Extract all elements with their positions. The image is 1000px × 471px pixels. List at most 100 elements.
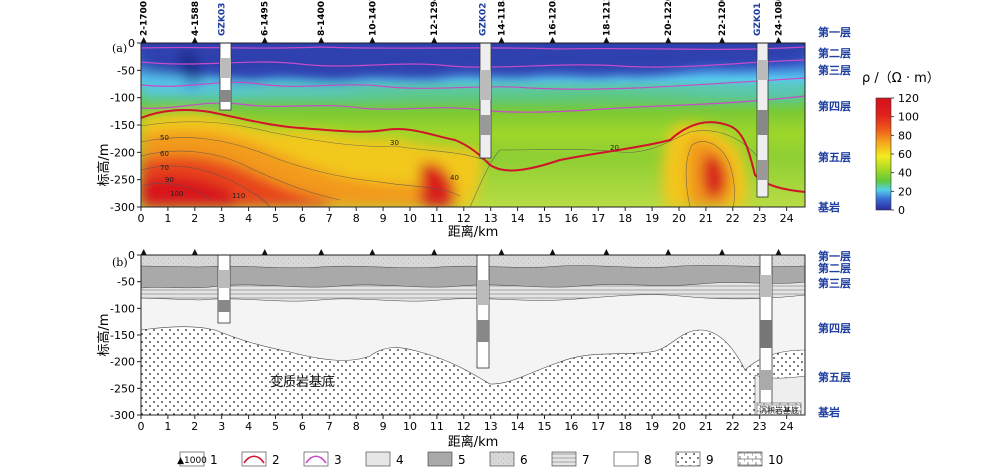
station-label: 8-1400 (317, 1, 327, 36)
x-tick-label: 20 (672, 212, 686, 225)
x-tick-label: 14 (511, 420, 525, 433)
y-tick-label: -50 (117, 64, 135, 77)
borehole-column-b-gzk02 (476, 254, 490, 369)
y-tick-label: -300 (110, 409, 135, 422)
x-tick-label: 23 (753, 420, 767, 433)
legend-number: 10 (768, 453, 783, 467)
legend: ▲1000 1 2 3 4 5 6 7 8 9 10 (177, 451, 783, 467)
borehole-bottom-label: 沉积岩基底 (759, 405, 799, 415)
layer-label: 第三层 (818, 276, 851, 290)
panel-a-stations: 2-1700 4-1588 6-1495 8-1400 10-1407 12-1294 14… (140, 0, 785, 43)
x-tick-label: 4 (245, 420, 252, 433)
legend-swatch (613, 451, 639, 467)
station-marker (431, 249, 438, 255)
lithology-section (141, 255, 805, 415)
x-tick-label: 10 (403, 212, 417, 225)
y-tick-label: -150 (110, 119, 135, 132)
legend-number: 4 (396, 453, 404, 467)
x-tick-label: 16 (564, 212, 578, 225)
station-marker (775, 249, 782, 255)
borehole-column-gzk01 (756, 42, 769, 198)
panel-b-y-ticks: 0 -50 -100 -150 -200 -250 -300 (110, 249, 141, 422)
panel-a-x-axis-label: 距离/km (448, 224, 499, 240)
x-tick-label: 0 (138, 420, 145, 433)
panel-b-station-markers (140, 249, 782, 255)
colorbar: ρ /（Ω · m） 120 100 80 60 40 20 0 (862, 71, 940, 217)
legend-number: 6 (520, 453, 528, 467)
y-tick-label: -200 (110, 356, 135, 369)
station-marker (719, 37, 726, 43)
station-marker (719, 249, 726, 255)
x-tick-label: 10 (403, 420, 417, 433)
x-tick-label: 21 (699, 212, 713, 225)
x-tick-label: 15 (538, 420, 552, 433)
station-marker (603, 37, 610, 43)
contour-label: 20 (610, 144, 619, 152)
x-tick-label: 19 (645, 212, 659, 225)
colorbar-tick-label: 60 (898, 148, 912, 161)
x-tick-label: 8 (353, 212, 360, 225)
x-tick-label: 3 (218, 212, 225, 225)
legend-station-marker: ▲1000 (177, 456, 207, 466)
station-label: 12-1294 (430, 0, 440, 36)
panel-a-contour-labels: 30 20 40 50 60 70 90 100 110 (160, 134, 619, 200)
legend-swatch (179, 451, 205, 467)
station-marker (603, 249, 610, 255)
panel-b: 0-50-100-150-200-250-300 0 1 2 3 4 5 6 7 8 9 10 11 1… (96, 249, 851, 450)
station-label: 14-1185 (497, 0, 507, 36)
layer-label: 第一层 (818, 249, 851, 263)
contour-label: 30 (390, 139, 399, 147)
layer-label: 基岩 (817, 405, 840, 419)
x-tick-label: 13 (484, 212, 498, 225)
x-tick-label: 24 (780, 420, 794, 433)
station-marker (191, 249, 198, 255)
legend-swatch (489, 451, 515, 467)
legend-swatch (241, 451, 267, 467)
legend-swatch (303, 451, 329, 467)
station-marker (775, 37, 782, 43)
y-tick-label: 0 (128, 37, 135, 50)
colorbar-title: ρ /（Ω · m） (862, 71, 940, 86)
layer-label: 第四层 (818, 321, 851, 335)
colorbar-tick-label: 0 (898, 204, 905, 217)
station-label: 18-1212 (602, 0, 612, 36)
x-tick-label: 6 (299, 212, 306, 225)
layer-label: 第一层 (818, 25, 851, 39)
colorbar-tick-label: 20 (898, 185, 912, 198)
x-tick-label: 19 (645, 420, 659, 433)
borehole-column-gzk03 (219, 42, 232, 111)
contour-label: 110 (232, 192, 245, 200)
x-tick-label: 7 (326, 212, 333, 225)
legend-number: 1 (210, 453, 218, 467)
legend-swatch (675, 451, 701, 467)
x-tick-label: 18 (618, 212, 632, 225)
colorbar-ticks: 120 100 80 60 40 20 0 (891, 92, 919, 217)
x-tick-label: 1 (164, 420, 171, 433)
x-tick-label: 17 (591, 212, 605, 225)
contour-label: 60 (160, 150, 169, 158)
station-marker (549, 249, 556, 255)
x-tick-label: 20 (672, 420, 686, 433)
station-label: 4-1588 (191, 1, 201, 36)
layer-label: 第四层 (818, 99, 851, 113)
y-tick-label: 0 (128, 249, 135, 262)
panel-b-label: (b) (112, 256, 128, 269)
legend-swatch (365, 451, 391, 467)
station-marker (369, 249, 376, 255)
legend-number: 5 (458, 453, 466, 467)
y-tick-label: -250 (110, 382, 135, 395)
legend-swatch (737, 451, 763, 467)
y-tick-label: -100 (110, 302, 135, 315)
station-marker (261, 249, 268, 255)
layer-label: 基岩 (817, 200, 840, 214)
borehole-column-b-gzk01 (756, 254, 802, 416)
layer-label: 第二层 (818, 46, 851, 60)
y-tick-label: -250 (110, 174, 135, 187)
contour-label: 100 (170, 190, 183, 198)
x-tick-label: 12 (457, 420, 471, 433)
borehole-label: GZK03 (218, 3, 228, 36)
x-tick-label: 23 (753, 212, 767, 225)
station-label: 20-1220 (664, 0, 674, 36)
borehole-column-gzk02 (479, 42, 492, 159)
